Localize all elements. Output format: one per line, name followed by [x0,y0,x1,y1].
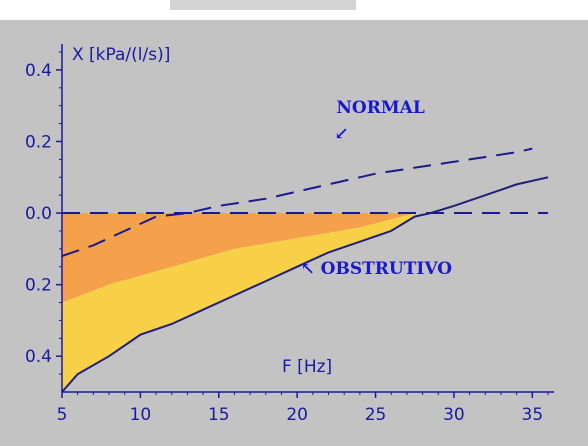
y-tick-label: 0.2 [25,132,52,152]
region-2 [62,213,415,392]
annotation-obstrutivo: OBSTRUTIVO [321,259,453,279]
annotations: NORMAL ↙ OBSTRUTIVO ↖ [301,98,453,279]
series-lines [61,147,549,393]
region-1 [62,213,415,303]
y-tick-label: 0.0 [25,204,52,224]
annotation-arrow-obstrutivo: ↖ [301,259,315,279]
x-axis-title: F [Hz] [282,357,332,377]
x-tick-label: 30 [443,405,465,425]
x-tick-label: 25 [365,405,387,425]
chart-frame: 5 10 15 20 25 30 35 0.4 0.2 0.0 0.2 0.4 X [kPa/(l/s… [0,20,588,446]
window-tab [170,0,356,10]
annotation-arrow-normal: ↙ [334,124,348,144]
x-tick-label: 15 [208,405,230,425]
series-obstrutivo [61,176,549,393]
axes [61,44,554,393]
y-tick-label: 0.2 [25,276,52,296]
x-tick-label: 10 [130,405,152,425]
y-tick-label: 0.4 [25,61,52,81]
y-axis-title: X [kPa/(l/s)] [72,45,170,65]
x-tick-label: 20 [286,405,308,425]
tick-labels: 5 10 15 20 25 30 35 0.4 0.2 0.0 0.2 0.4 [25,51,549,425]
shaded-regions [62,213,415,392]
annotation-normal: NORMAL [336,98,424,118]
reactance-chart: 5 10 15 20 25 30 35 0.4 0.2 0.0 0.2 0.4 X [kPa/(l/s… [25,44,554,425]
x-tick-label: 5 [57,405,68,425]
x-tick-label: 35 [522,405,544,425]
series-normal [61,147,533,257]
y-tick-label: 0.4 [25,347,52,367]
